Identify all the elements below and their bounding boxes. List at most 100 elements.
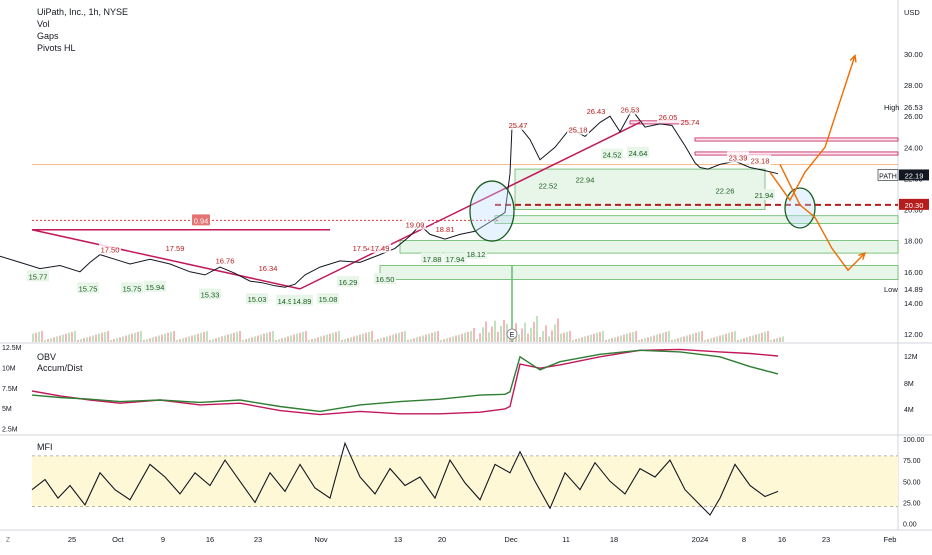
indicator-gaps[interactable]: Gaps [37,31,59,41]
volume-bar [440,340,442,342]
chart-legend: UiPath, Inc., 1h, NYSE Vol Gaps Pivots H… [37,6,128,54]
pivot-low-label: 14.89 [293,297,312,306]
volume-bar [500,325,502,342]
volume-bar [275,340,277,342]
volume-bar [167,332,169,342]
volume-bar [269,331,271,342]
volume-bar [212,339,214,342]
accum-dist-line [31,349,779,413]
high-axis-label: High [884,103,899,112]
volume-bar [209,340,211,342]
volume-bar [683,336,685,342]
volume-bar [158,335,160,342]
chart-title[interactable]: UiPath, Inc., 1h, NYSE [37,7,129,17]
obv-right-axis-tick: 4M [904,407,914,414]
price-axis-tick: 20.00 [904,206,923,215]
volume-bar [386,336,388,342]
mfi-axis-tick: 25.00 [903,500,921,507]
volume-bar [110,340,112,342]
volume-bar [758,333,760,342]
volume-bar [485,321,487,342]
obv-left-axis-tick: 2.5M [2,427,18,434]
volume-bar [695,332,697,342]
volume-bar [239,331,241,342]
pivot-low-label: 16.50 [376,275,395,284]
obv-legend-label[interactable]: OBV [37,352,57,362]
volume-bar [524,322,526,342]
pivot-high-bg [727,151,749,163]
volume-bar [134,332,136,342]
volume-bar [560,333,562,342]
volume-bar [491,326,493,342]
volume-bar [44,340,46,342]
indicator-vol[interactable]: Vol [37,19,50,29]
volume-bar [221,336,223,342]
earnings-marker [506,328,518,340]
volume-bar [632,331,634,342]
indicator-pivots[interactable]: Pivots HL [37,43,76,53]
volume-bar [98,333,100,342]
volume-bar [608,339,610,342]
volume-bar [680,337,682,342]
volume-bar [83,338,85,342]
volume-bar [494,320,496,342]
volume-bar [602,331,604,342]
volume-bar [401,331,403,342]
price-tag-symbol-bg [877,169,899,181]
volume-bar [662,332,664,342]
pivot-low-bg [291,294,313,306]
volume-bar [38,331,40,342]
pivot-high-bg [679,115,701,127]
accum-dist-legend-label[interactable]: Accum/Dist [37,363,83,373]
volume-bar [272,331,274,342]
pivot-low-label: 18.12 [467,250,486,259]
pivot-high-label: 25.74 [681,118,700,127]
volume-bar [170,331,172,342]
volume-bar [80,339,82,342]
price-axis-tick: 12.00 [904,330,923,339]
volume-bar [143,340,145,342]
volume-bar [290,335,292,342]
volume-bar [737,340,739,342]
volume-bar [479,333,481,342]
volume-bar [677,338,679,342]
volume-bar [176,340,178,342]
projection-up-path [769,55,856,202]
mfi-axis-tick: 0.00 [903,522,917,529]
volume-bar [35,332,37,342]
volume-bar [263,333,265,342]
pivot-high-label: 19.09 [406,221,425,230]
volume-bar [467,331,469,342]
time-axis-tick: 16 [206,535,214,544]
price-axis-tick: 18.00 [904,237,923,246]
volume-bar [32,333,34,342]
pivot-low-bg [337,276,359,288]
volume-bar [89,336,91,342]
volume-bar [122,336,124,342]
volume-bar [92,335,94,342]
volume-bar [482,327,484,342]
volume-bar [47,339,49,342]
time-axis-tick: 23 [822,535,830,544]
volume-bar [53,337,55,342]
pivot-high-label: 17.50 [101,245,120,254]
mfi-band [32,455,898,507]
volume-bar [347,338,349,342]
volume-bar [551,330,553,342]
volume-bar [104,331,106,342]
volume-bar [260,334,262,342]
volume-bar [704,340,706,342]
volume-bar [410,339,412,342]
volume-bar [380,338,382,342]
pivot-high-bg [619,103,641,115]
volume-bar [461,333,463,342]
volume-bar [215,338,217,342]
pivot-high-bg [351,241,373,253]
volume-bar [692,333,694,342]
volume-bar [281,338,283,342]
volume-bar [173,331,175,342]
mfi-legend-label[interactable]: MFI [37,442,53,452]
pivot-high-bg [567,123,589,135]
pivot-low-label: 16.29 [339,278,358,287]
